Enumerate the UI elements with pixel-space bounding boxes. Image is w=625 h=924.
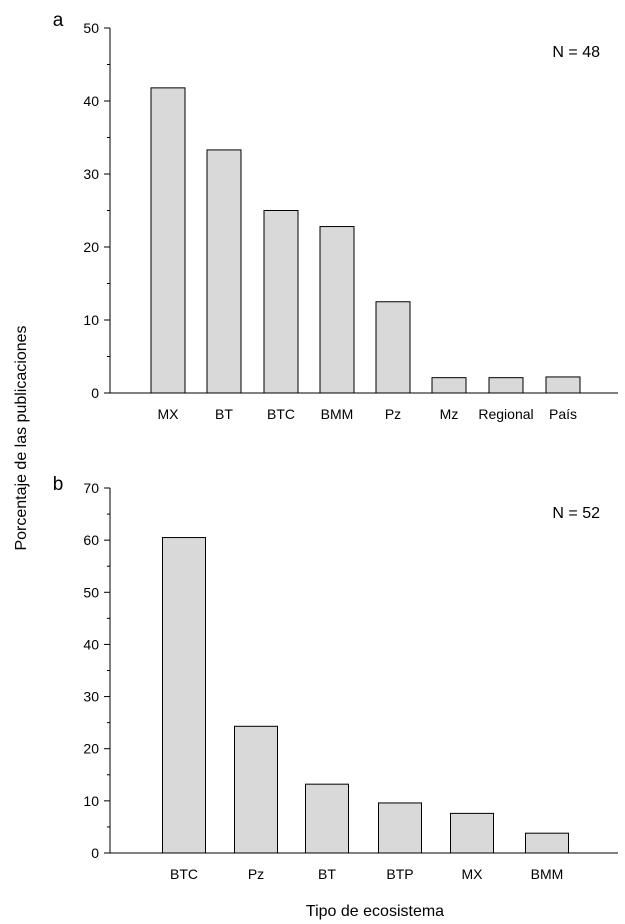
- x-tick-label: BMM: [321, 406, 354, 422]
- x-axis-title: Tipo de ecosistema: [306, 903, 444, 920]
- y-tick-label: 50: [83, 20, 99, 36]
- bar-bt: [206, 149, 242, 394]
- x-tick-label: BTP: [386, 866, 413, 882]
- panel-letter: a: [53, 10, 64, 31]
- bar-mz: [431, 377, 467, 394]
- x-tick-label: Regional: [478, 406, 533, 422]
- y-tick-label: 40: [83, 93, 99, 109]
- panel-letter: b: [53, 474, 64, 495]
- bar-bt: [305, 783, 349, 854]
- y-tick-label: 20: [83, 239, 99, 255]
- bar-mx: [150, 87, 186, 394]
- x-tick-label: Pz: [248, 866, 264, 882]
- bar-btp: [378, 802, 422, 854]
- bar-pz: [375, 301, 411, 394]
- y-tick-label: 70: [83, 480, 99, 496]
- x-tick-label: BTC: [170, 866, 198, 882]
- y-tick-label: 30: [83, 689, 99, 705]
- x-tick-label: BT: [318, 866, 336, 882]
- sample-size-label: N = 48: [552, 44, 600, 61]
- x-tick-label: Pz: [385, 406, 401, 422]
- x-tick-label: MX: [462, 866, 484, 882]
- bar-btc: [162, 537, 206, 854]
- y-tick-label: 10: [83, 793, 99, 809]
- bar-pz: [234, 725, 278, 854]
- bar-bmm: [525, 832, 569, 854]
- y-tick-label: 40: [83, 636, 99, 652]
- x-tick-label: MX: [158, 406, 180, 422]
- bar-mx: [450, 812, 494, 854]
- y-tick-label: 20: [83, 741, 99, 757]
- x-tick-label: Mz: [440, 406, 459, 422]
- x-tick-label: BTC: [267, 406, 295, 422]
- x-tick-label: País: [549, 406, 577, 422]
- sample-size-label: N = 52: [552, 505, 600, 522]
- y-tick-label: 30: [83, 166, 99, 182]
- y-tick-label: 50: [83, 584, 99, 600]
- bar-regional: [488, 377, 524, 394]
- panel-b: b N = 52 0 10 20 30 40 50 60 70 BTC Pz BT BTP MX BMM: [53, 474, 618, 882]
- panel-a: a N = 48 0 10 20 30 40 50 MX BT BTC BMM Pz Mz Regional…: [53, 10, 618, 422]
- y-tick-label: 0: [91, 385, 99, 401]
- bar-bmm: [319, 226, 355, 394]
- y-tick-label: 0: [91, 845, 99, 861]
- bar-btc: [263, 210, 299, 394]
- y-axis-title: Porcentaje de las publicaciones: [13, 325, 30, 550]
- y-tick-label: 60: [83, 532, 99, 548]
- y-tick-label: 10: [83, 312, 99, 328]
- x-tick-label: BT: [215, 406, 233, 422]
- bar-país: [545, 376, 581, 394]
- x-tick-label: BMM: [531, 866, 564, 882]
